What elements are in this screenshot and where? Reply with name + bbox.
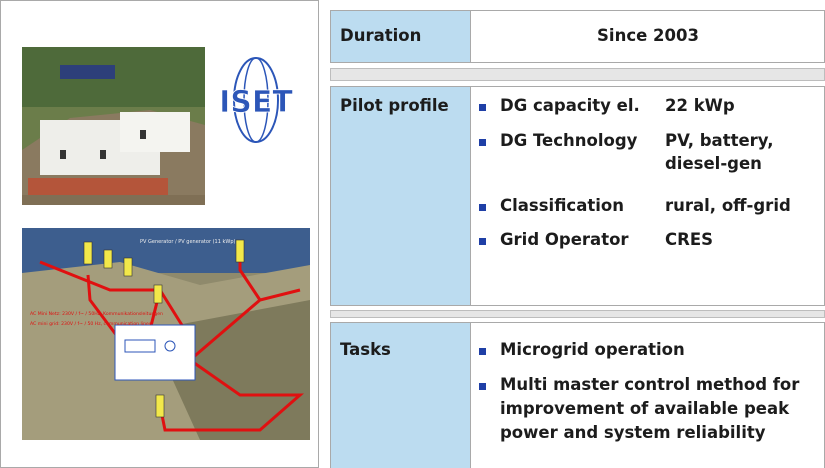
row-value: Since 2003 xyxy=(471,24,825,47)
iset-logo: ISET xyxy=(219,58,293,142)
row-label: Tasks xyxy=(340,338,391,361)
item-value: CRES xyxy=(665,228,713,251)
bullet xyxy=(479,139,486,146)
logo-text: ISET xyxy=(219,85,293,120)
bullet xyxy=(479,238,486,245)
bullet xyxy=(479,383,486,390)
item-value: 22 kWp xyxy=(665,94,735,117)
task-item: Microgrid operation xyxy=(500,338,685,361)
row-label: Pilot profile xyxy=(340,94,449,117)
map-label: AC Mini Netz: 230V / f~ / 50Hz, Kommunik… xyxy=(30,311,163,317)
bullet xyxy=(479,104,486,111)
task-item: Multi master control method for improvem… xyxy=(500,373,820,445)
item-key: DG Technology xyxy=(500,129,637,152)
item-key: Classification xyxy=(500,194,624,217)
item-value: PV, battery, diesel-gen xyxy=(665,129,785,175)
map-label: AC mini grid: 230V / f~ / 50 Hz, communi… xyxy=(30,321,152,327)
bullet xyxy=(479,348,486,355)
grid-map: PV Generator / PV generator (11 kWp) AC … xyxy=(22,228,310,440)
images: ISET PV Generator / PV generator (11 kWp… xyxy=(0,0,319,468)
map-label: PV Generator / PV generator (11 kWp) xyxy=(140,239,235,245)
item-key: Grid Operator xyxy=(500,228,629,251)
slide: ISET PV Generator / PV generator (11 kWp… xyxy=(0,0,825,468)
item-key: DG capacity el. xyxy=(500,94,640,117)
bullet xyxy=(479,204,486,211)
item-value: rural, off-grid xyxy=(665,194,791,217)
separator xyxy=(330,310,825,318)
label-cell xyxy=(331,87,471,305)
row-label: Duration xyxy=(340,24,421,47)
separator xyxy=(330,68,825,81)
village-photo xyxy=(22,47,205,205)
